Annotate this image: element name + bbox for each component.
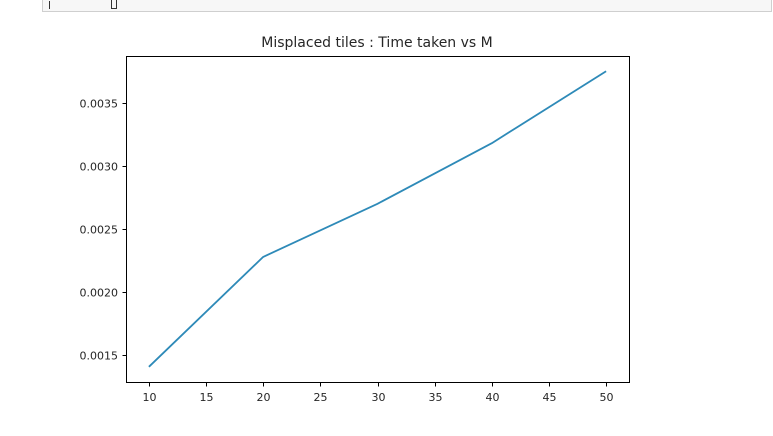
x-tick-label: 15 [200,391,214,404]
x-tick-label: 35 [429,391,443,404]
x-tick-label: 50 [600,391,614,404]
x-tick-label: 20 [257,391,271,404]
x-axis-ticks: 10 15 20 25 30 35 40 45 50 [143,382,614,404]
chart-title: Misplaced tiles : Time taken vs M [261,35,493,51]
x-tick-label: 40 [486,391,500,404]
y-tick-label: 0.0030 [80,161,119,174]
x-tick-label: 10 [143,391,157,404]
series-layer [148,70,607,368]
notebook-cell-input[interactable] [42,0,772,12]
code-fragment [111,0,117,9]
y-tick-label: 0.0015 [80,350,119,363]
y-axis-ticks: 0.0015 0.0020 0.0025 0.0030 0.0035 [80,98,127,363]
y-tick-label: 0.0020 [80,287,119,300]
x-tick-label: 25 [314,391,328,404]
x-tick-label: 30 [372,391,386,404]
y-tick-label: 0.0025 [80,224,119,237]
y-tick-label: 0.0035 [80,98,119,111]
text-cursor [49,1,50,9]
plot-frame [126,56,630,383]
x-tick-label: 45 [543,391,557,404]
series-line [148,70,607,368]
